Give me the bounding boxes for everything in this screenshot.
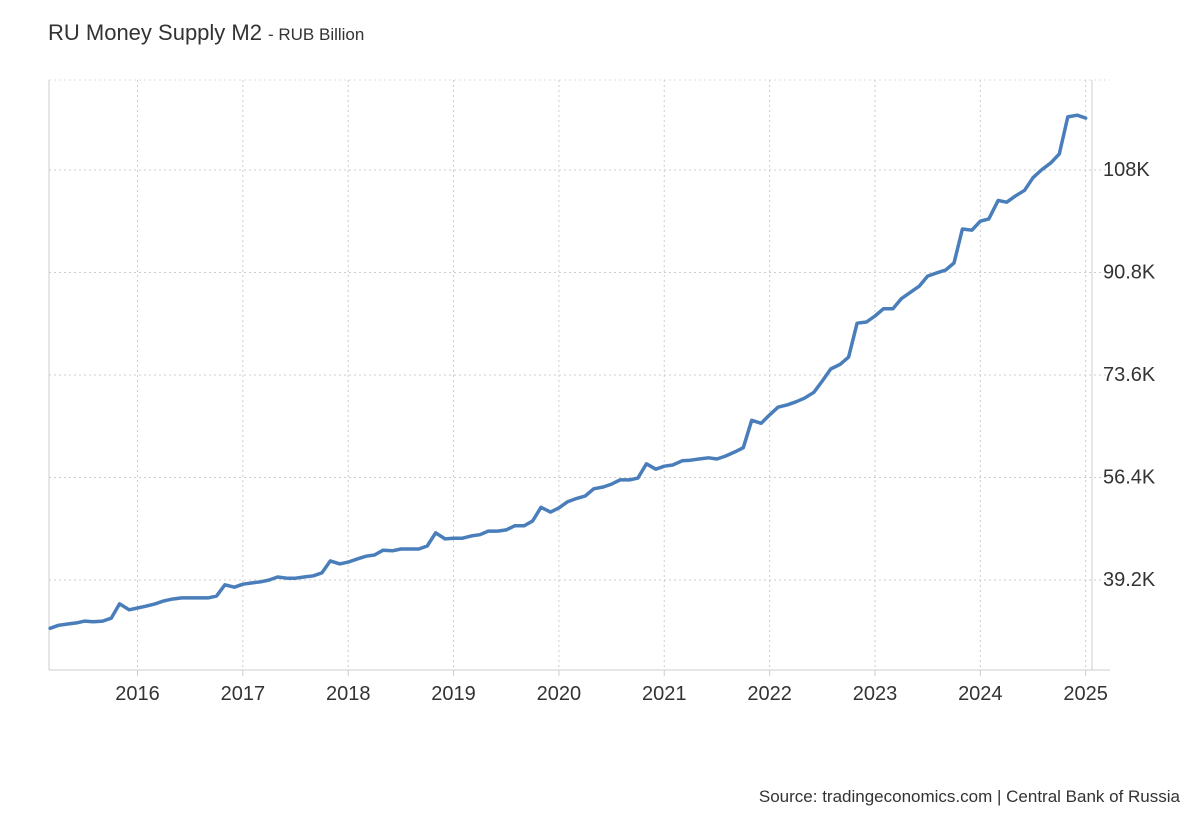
x-tick-label: 2023: [853, 683, 898, 705]
y-tick-label: 56.4K: [1103, 467, 1156, 489]
x-tick-label: 2019: [431, 683, 476, 705]
y-tick-label: 108K: [1103, 159, 1150, 181]
x-tick-label: 2018: [326, 683, 371, 705]
x-tick-label: 2021: [642, 683, 687, 705]
y-tick-label: 39.2K: [1103, 569, 1156, 591]
subtitle: - RUB Billion: [268, 25, 364, 44]
x-tick-label: 2024: [958, 683, 1003, 705]
y-tick-label: 90.8K: [1103, 261, 1156, 283]
x-tick-label: 2022: [747, 683, 792, 705]
source: Source: tradingeconomics.com | Central B…: [759, 787, 1181, 806]
x-tick-label: 2016: [115, 683, 160, 705]
chart-title: RU Money Supply M2 - RUB Billion: [48, 20, 364, 45]
y-tick-label: 73.6K: [1103, 364, 1156, 386]
x-tick-label: 2020: [537, 683, 582, 705]
title: RU Money Supply M2: [48, 20, 262, 45]
data-line: [48, 113, 1088, 631]
x-tick-label: 2025: [1063, 683, 1108, 705]
x-tick-label: 2017: [221, 683, 266, 705]
